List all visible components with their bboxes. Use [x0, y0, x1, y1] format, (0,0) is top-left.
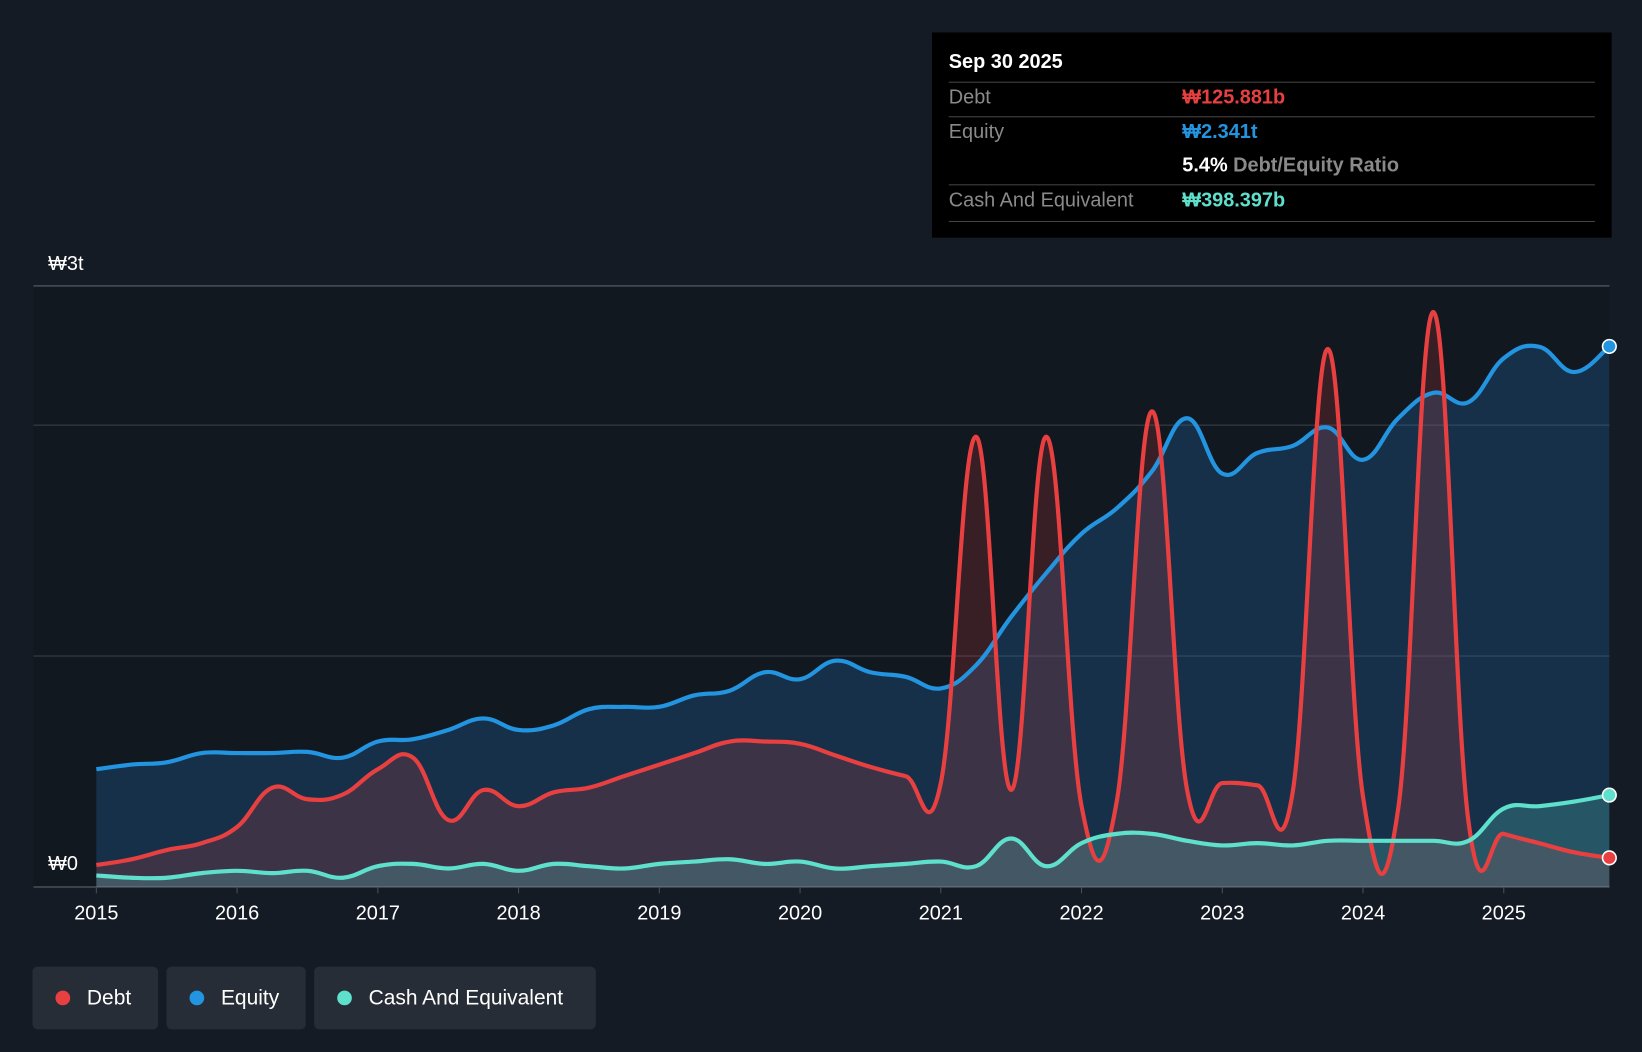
cash-and-equivalent-line [96, 793, 1610, 881]
equity-dot-icon [189, 990, 205, 1006]
tooltip-ratio-label: Debt/Equity Ratio [1233, 154, 1399, 177]
legend-item-equity[interactable]: Equity [166, 966, 306, 1030]
tooltip-date: Sep 30 2025 [948, 51, 1063, 74]
cash-dot-icon [337, 990, 352, 1006]
tooltip: Sep 30 2025 Debt ₩125.881b Equity ₩2.341… [932, 32, 1612, 238]
equity-line [96, 343, 1611, 772]
x-tick-label: 2016 [215, 902, 259, 924]
x-tick-label: 2021 [919, 902, 963, 924]
tooltip-debt-value: ₩125.881b [1182, 86, 1286, 109]
x-axis-ticks: 2015 2016 2017 2018 2019 2020 2021 2022 2023 2024… [74, 886, 1526, 924]
tooltip-cash-value: ₩398.397b [1182, 189, 1286, 212]
tooltip-equity-label: Equity [948, 121, 1005, 144]
x-tick-label: 2024 [1341, 902, 1385, 924]
tooltip-debt-label: Debt [948, 86, 991, 109]
tooltip-row-ratio: 5.4% Debt/Equity Ratio [949, 151, 1595, 185]
cash-and-equivalent-end-point [1601, 787, 1617, 803]
legend-label: Equity [220, 985, 280, 1009]
x-tick-label: 2018 [496, 902, 540, 924]
tooltip-ratio-value: 5.4% [1182, 154, 1228, 177]
legend-label: Cash And Equivalent [368, 985, 564, 1009]
x-tick-label: 2022 [1059, 902, 1103, 924]
series-lines [96, 309, 1617, 881]
tooltip-equity-value: ₩2.341t [1182, 121, 1258, 144]
y-tick-zero: ₩0 [48, 853, 78, 875]
x-tick-label: 2019 [637, 902, 681, 924]
series-areas [96, 312, 1610, 887]
equity-area [96, 345, 1610, 887]
equity-end-point [1601, 338, 1617, 355]
tooltip-ratio: 5.4% Debt/Equity Ratio [1182, 155, 1399, 178]
debt-end-point [1601, 850, 1617, 866]
tooltip-row-cash: Cash And Equivalent ₩398.397b [948, 184, 1595, 219]
x-tick-label: 2023 [1200, 902, 1244, 924]
x-tick-label: 2015 [74, 902, 118, 924]
legend-label: Debt [86, 985, 132, 1009]
grid-lines [33, 285, 1610, 888]
tooltip-row-equity: Equity ₩2.341t [948, 116, 1595, 151]
tooltip-row-debt: Debt ₩125.881b [948, 81, 1595, 117]
tooltip-divider [948, 220, 1595, 223]
x-tick-label: 2025 [1482, 902, 1526, 924]
debt-area [96, 312, 1610, 887]
x-tick-label: 2017 [356, 902, 400, 924]
x-tick-label: 2020 [778, 902, 822, 924]
cash-and-equivalent-area [96, 795, 1610, 887]
tooltip-cash-label: Cash And Equivalent [948, 189, 1134, 212]
legend-item-debt[interactable]: Debt [32, 966, 159, 1030]
legend-item-cash[interactable]: Cash And Equivalent [314, 966, 596, 1030]
y-tick-top: ₩3t [48, 253, 84, 275]
debt-dot-icon [55, 990, 71, 1006]
